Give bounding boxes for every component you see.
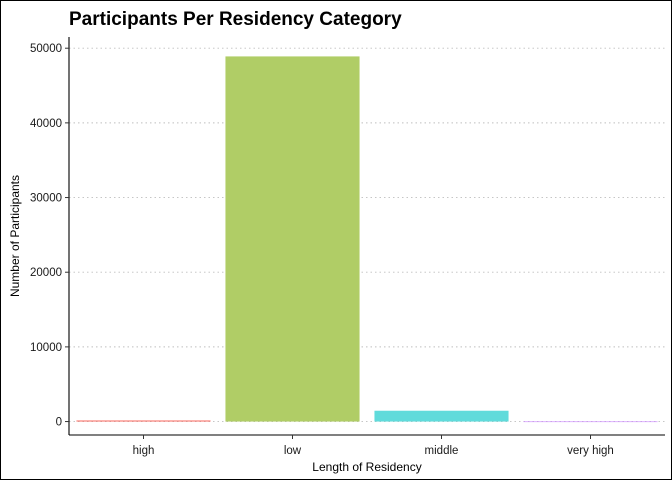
x-axis-ticks: high low middle very high — [133, 435, 614, 457]
chart-title: Participants Per Residency Category — [69, 9, 402, 30]
y-tick-label: 20000 — [30, 267, 62, 279]
y-axis-ticks: 0 10000 20000 30000 40000 50000 — [30, 43, 69, 429]
y-tick-label: 30000 — [30, 193, 62, 205]
x-tick-label: middle — [425, 445, 459, 457]
bar-high — [76, 420, 211, 422]
x-axis-title: Length of Residency — [312, 460, 421, 474]
x-tick-label: very high — [567, 445, 614, 457]
x-tick-label: low — [284, 445, 302, 457]
x-tick-label: high — [133, 445, 155, 457]
y-tick-label: 40000 — [30, 118, 62, 130]
y-axis-title: Number of Participants — [8, 175, 22, 297]
bars — [76, 56, 658, 423]
bar-middle — [374, 410, 509, 422]
axes — [68, 37, 665, 436]
bar-low — [225, 56, 360, 422]
y-tick-label: 0 — [56, 417, 62, 429]
y-tick-label: 50000 — [30, 43, 62, 55]
y-tick-label: 10000 — [30, 342, 62, 354]
gridlines — [69, 47, 665, 423]
bar-very-high — [523, 421, 658, 423]
